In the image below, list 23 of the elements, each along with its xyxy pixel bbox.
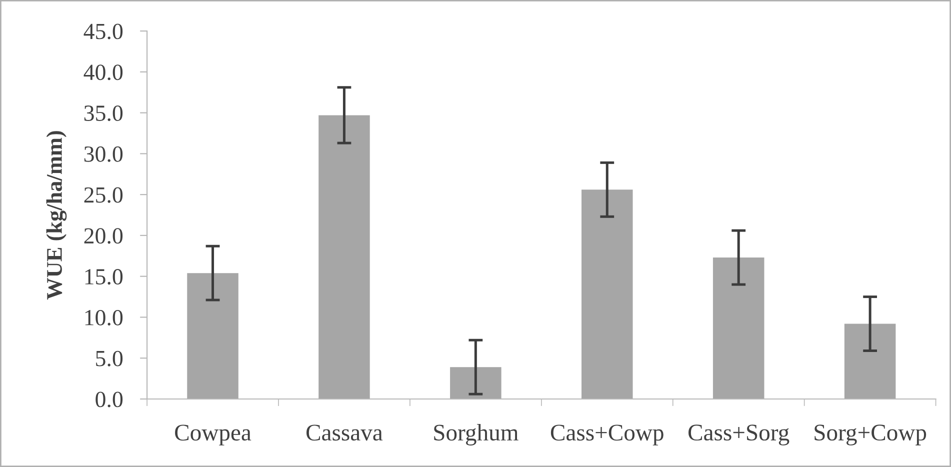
x-tick-label: Cass+Sorg	[688, 424, 790, 446]
y-tick-label: 35.0	[84, 105, 123, 122]
y-tick-label: 25.0	[84, 187, 123, 203]
y-tick-label: 40.0	[84, 64, 123, 80]
y-axis-title: WUE (kg/ha/mm)	[46, 131, 67, 300]
bar	[712, 258, 764, 400]
x-tick-label: Cowpea	[175, 424, 252, 446]
y-tick-label: 10.0	[85, 310, 123, 326]
bar	[450, 367, 502, 400]
y-tick-label: 0.0	[96, 392, 123, 408]
y-tick-label: 15.0	[85, 269, 123, 285]
bar	[582, 190, 633, 400]
y-tick-label: 5.0	[96, 350, 123, 366]
y-tick-label: 30.0	[84, 146, 123, 162]
bar	[187, 273, 238, 400]
y-tick-label: 45.0	[84, 24, 123, 40]
x-tick-label: Cass+Cowp	[550, 424, 664, 446]
bar	[844, 324, 896, 400]
x-tick-label: Sorg+Cowp	[814, 424, 926, 446]
bar	[318, 115, 370, 400]
x-tick-label: Cassava	[306, 424, 383, 441]
y-tick-label: 20.0	[84, 228, 123, 244]
x-tick-label: Sorghum	[434, 424, 518, 446]
